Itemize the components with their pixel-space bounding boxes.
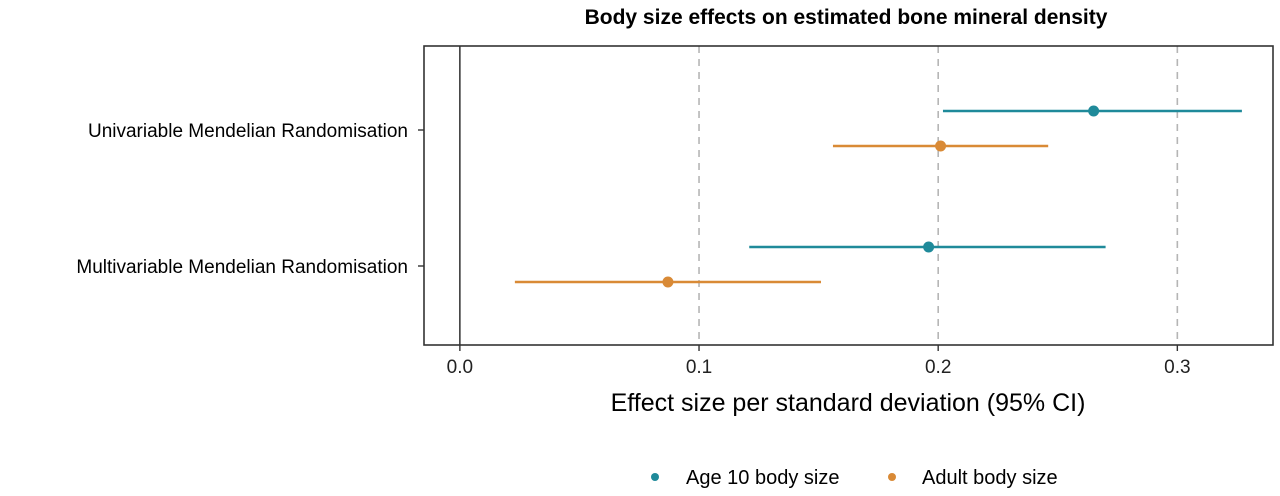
point-estimate — [662, 276, 674, 288]
x-tick-label: 0.2 — [925, 357, 951, 378]
series-marks — [514, 105, 1242, 288]
legend: Age 10 body size Adult body size — [651, 467, 1058, 489]
category-label: Multivariable Mendelian Randomisation — [76, 257, 408, 278]
legend-label: Adult body size — [922, 467, 1058, 489]
legend-swatch — [888, 473, 896, 481]
x-tick-label: 0.1 — [686, 357, 712, 378]
x-axis-label: Effect size per standard deviation (95% … — [611, 389, 1086, 417]
point-estimate — [923, 241, 935, 253]
gridlines — [698, 46, 1179, 345]
x-axis-ticks: 0.0 0.1 0.2 0.3 — [447, 345, 1191, 378]
point-estimate — [935, 140, 947, 152]
x-tick-label: 0.3 — [1164, 357, 1190, 378]
x-tick-label: 0.0 — [447, 357, 473, 378]
legend-label: Age 10 body size — [686, 467, 839, 489]
category-labels: Univariable Mendelian Randomisation Multi… — [76, 121, 424, 278]
legend-swatch — [651, 473, 659, 481]
chart-title: Body size effects on estimated bone mine… — [585, 6, 1108, 29]
plot-frame — [423, 45, 1274, 346]
category-label: Univariable Mendelian Randomisation — [88, 121, 408, 142]
point-estimate — [1088, 105, 1100, 117]
